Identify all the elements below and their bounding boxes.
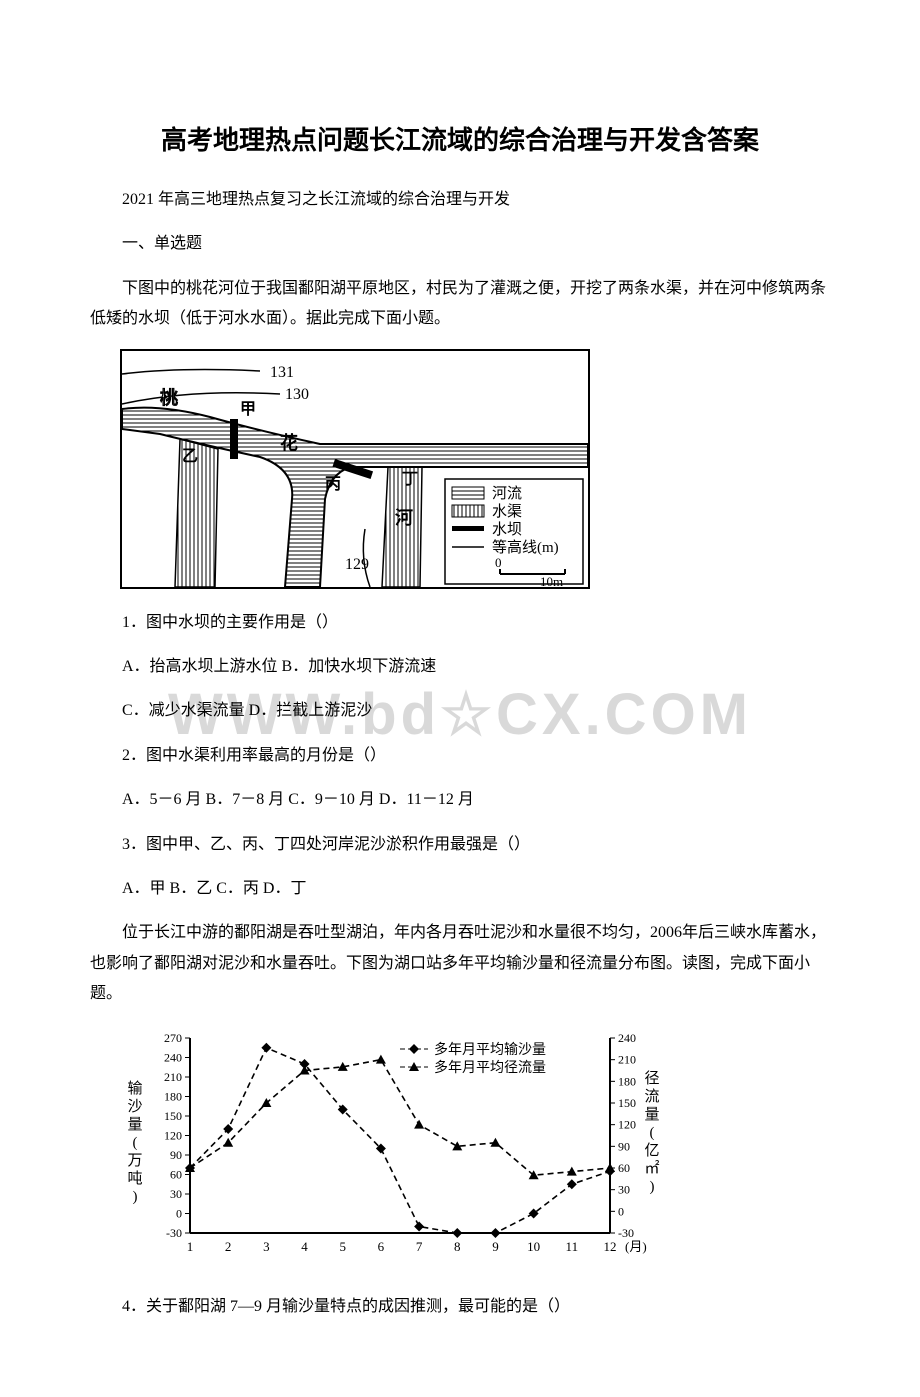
intro-paragraph-2: 位于长江中游的鄱阳湖是吞吐型湖泊，年内各月吞吐泥沙和水量很不均匀，2006年后三… [90,918,830,1009]
svg-text:12: 12 [604,1239,617,1254]
svg-text:输: 输 [127,1080,142,1097]
svg-text:30: 30 [618,1183,630,1197]
subtitle: 2021 年高三地理热点复习之长江流域的综合治理与开发 [90,185,830,215]
svg-text:9: 9 [492,1239,499,1254]
svg-text:-30: -30 [618,1226,634,1240]
svg-text:7: 7 [416,1239,423,1254]
svg-text:90: 90 [618,1140,630,1154]
svg-text:6: 6 [378,1239,385,1254]
question-3-options: A．甲 B．乙 C．丙 D．丁 [90,874,830,904]
svg-text:0: 0 [618,1205,624,1219]
page-content: 高考地理热点问题长江流域的综合治理与开发含答案 2021 年高三地理热点复习之长… [0,0,920,1397]
svg-text:量: 量 [127,1117,142,1133]
section-1-heading: 一、单选题 [90,229,830,259]
svg-text:8: 8 [454,1239,461,1254]
label-bing: 丙 [325,475,341,493]
svg-text:30: 30 [170,1187,182,1201]
svg-text:5: 5 [339,1239,346,1254]
question-2: 2．图中水渠利用率最高的月份是（） [90,741,830,771]
intro-paragraph-1: 下图中的桃花河位于我国鄱阳湖平原地区，村民为了灌溉之便，开挖了两条水渠，并在河中… [90,274,830,335]
svg-text:270: 270 [164,1031,182,1045]
svg-text:): ) [650,1179,655,1195]
svg-text:120: 120 [618,1118,636,1132]
question-3: 3．图中甲、乙、丙、丁四处河岸泥沙淤积作用最强是（） [90,830,830,860]
legend-contour: 等高线(m) [492,538,559,556]
svg-text:-30: -30 [166,1226,182,1240]
svg-text:0: 0 [176,1207,182,1221]
svg-text:180: 180 [618,1075,636,1089]
question-1: 1．图中水坝的主要作用是（） [90,608,830,638]
svg-text:流: 流 [644,1088,659,1105]
svg-text:吨: 吨 [127,1170,142,1187]
question-1-options-2: C．减少水渠流量 D．拦截上游泥沙 [90,696,830,726]
svg-text:3: 3 [263,1239,270,1254]
svg-text:240: 240 [164,1051,182,1065]
svg-text:多年月平均输沙量: 多年月平均输沙量 [434,1041,546,1058]
page-title: 高考地理热点问题长江流域的综合治理与开发含答案 [90,120,830,157]
scale-0: 0 [495,555,502,570]
svg-text:㎡: ㎡ [644,1160,659,1177]
legend-river: 河流 [492,485,522,502]
label-jia: 甲 [240,400,256,418]
contour-129-label: 129 [345,556,369,573]
svg-text:(: ( [650,1125,655,1141]
contour-131-label: 131 [270,364,294,381]
svg-text:60: 60 [170,1168,182,1182]
svg-text:150: 150 [164,1109,182,1123]
legend-dam: 水坝 [492,521,522,538]
river-char-tao: 桃 [160,387,178,408]
svg-text:(月): (月) [625,1239,647,1254]
svg-text:1: 1 [187,1239,194,1254]
label-yi: 乙 [182,448,198,465]
question-4: 4．关于鄱阳湖 7—9 月输沙量特点的成因推测，最可能的是（） [90,1292,830,1322]
figure-1-map: 131 130 129 [120,349,830,594]
contour-130-label: 130 [285,386,309,403]
svg-text:(: ( [133,1135,138,1151]
svg-text:120: 120 [164,1129,182,1143]
svg-text:量: 量 [644,1107,659,1123]
svg-text:4: 4 [301,1239,308,1254]
scale-10: 10m [540,574,563,589]
svg-text:万: 万 [127,1153,142,1169]
label-ding: 丁 [402,471,418,488]
svg-text:径: 径 [644,1070,659,1087]
figure-2-chart: -300306090120150180210240270-30030609012… [120,1023,830,1278]
svg-text:240: 240 [618,1031,636,1045]
svg-text:亿: 亿 [644,1142,659,1159]
legend-canal: 水渠 [492,503,522,520]
svg-text:180: 180 [164,1090,182,1104]
svg-text:150: 150 [618,1096,636,1110]
svg-text:2: 2 [225,1239,232,1254]
svg-text:沙: 沙 [127,1099,142,1115]
question-2-options: A．5－6 月 B．7－8 月 C．9－10 月 D．11－12 月 [90,785,830,815]
question-1-options-1: A．抬高水坝上游水位 B．加快水坝下游流速 [90,652,830,682]
svg-text:60: 60 [618,1161,630,1175]
svg-text:210: 210 [618,1053,636,1067]
svg-text:11: 11 [566,1239,579,1254]
river-char-hua: 花 [280,432,298,453]
svg-text:10: 10 [527,1239,540,1254]
svg-text:): ) [133,1189,138,1205]
svg-text:90: 90 [170,1148,182,1162]
svg-text:210: 210 [164,1070,182,1084]
svg-text:多年月平均径流量: 多年月平均径流量 [434,1059,546,1076]
river-char-he: 河 [395,508,413,528]
